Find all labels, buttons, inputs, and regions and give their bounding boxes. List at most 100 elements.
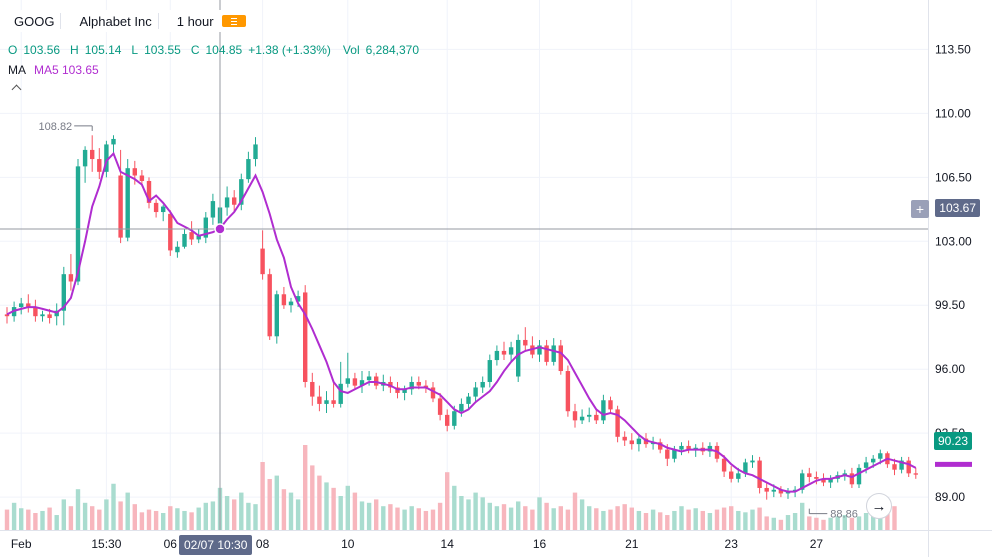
candle-body	[743, 462, 748, 474]
ma5-series-line	[6, 151, 917, 493]
volume-bar	[168, 506, 173, 530]
volume-bar	[452, 485, 457, 530]
ma-legend[interactable]: MA MA5 103.65	[8, 62, 99, 78]
volume-bar	[672, 510, 677, 530]
candle-body	[274, 294, 279, 337]
candle-body	[189, 232, 194, 240]
volume-bar	[516, 501, 521, 530]
volume-bar	[125, 492, 130, 530]
candle-body	[416, 381, 421, 386]
close-value: 104.85	[205, 43, 243, 57]
volume-bar	[288, 492, 294, 530]
volume-bar	[345, 485, 350, 530]
candle-body	[182, 233, 187, 247]
interval-selector[interactable]: 1 hour	[176, 13, 214, 29]
candle-body	[863, 462, 869, 468]
volume-bar	[636, 510, 642, 530]
volume-bar	[572, 492, 578, 530]
plus-icon[interactable]: +	[911, 200, 929, 218]
x-tick-label: 21	[625, 537, 639, 551]
volume-bar	[778, 519, 784, 530]
volume-bar	[374, 499, 379, 530]
volume-bar	[487, 502, 492, 530]
volume-bar	[132, 504, 137, 530]
volume-bar	[622, 504, 627, 530]
open-value: 103.56	[23, 43, 61, 57]
candle-body	[61, 274, 66, 311]
volume-bar	[579, 499, 585, 530]
volume-bar	[111, 483, 116, 530]
volume-bar	[47, 507, 52, 530]
volume-bar	[366, 502, 372, 530]
candle-body	[516, 339, 521, 377]
candle-body	[501, 350, 507, 355]
candle-body	[572, 411, 578, 421]
candle-body	[636, 438, 642, 445]
candle-body	[47, 314, 52, 319]
volume-bar	[161, 513, 166, 530]
candle-body	[551, 345, 556, 362]
volume-bar	[437, 502, 443, 530]
annotations: 108.82 88.86	[39, 121, 858, 521]
volume-bar	[445, 472, 450, 530]
volume-bar	[537, 497, 542, 530]
volume-bar	[203, 502, 208, 530]
volume-bar	[303, 445, 308, 530]
symbol-ticker[interactable]: GOOG	[14, 13, 55, 29]
low-label: L	[131, 43, 139, 57]
candle-body	[430, 387, 436, 399]
close-label: C	[190, 43, 200, 57]
candle-body	[800, 473, 805, 490]
candle-body	[899, 460, 904, 470]
low-annotation-label: 88.86	[830, 509, 858, 521]
volume-bar	[643, 513, 649, 530]
volume-bar	[885, 502, 890, 530]
high-value: 105.14	[84, 43, 122, 57]
y-tick-label: 89.00	[935, 490, 965, 504]
volume-bar	[665, 515, 670, 530]
candle-body	[345, 378, 350, 384]
candle-body	[118, 175, 123, 238]
market-status-icon[interactable]	[221, 15, 246, 27]
x-tick-label: 14	[441, 537, 455, 551]
candle-body	[310, 381, 315, 397]
volume-bar	[33, 513, 38, 530]
volume-bar	[835, 516, 840, 530]
volume-bar	[239, 492, 244, 530]
volume-bar	[196, 507, 201, 530]
candle-body	[409, 381, 414, 390]
candle-body	[721, 458, 727, 472]
symbol-header[interactable]: GOOG Alphabet Inc 1 hour	[8, 10, 254, 32]
volume-value: 6,284,370	[365, 43, 419, 57]
volume-bar	[700, 510, 705, 530]
volume-bar	[501, 504, 507, 530]
volume-bar	[544, 502, 549, 530]
volume-bar	[842, 515, 847, 530]
volume-bar	[430, 509, 436, 530]
volume-bar	[182, 510, 187, 530]
y-tick-label: 110.00	[935, 106, 971, 120]
candle-body	[473, 387, 478, 397]
candle-body	[764, 487, 769, 492]
volume-bar	[828, 517, 833, 530]
candle-body	[153, 202, 159, 213]
candle-body	[139, 175, 145, 181]
volume-bar	[324, 482, 329, 530]
last-price-label: 90.23	[933, 432, 972, 450]
candle-body	[587, 414, 592, 417]
candle-body	[871, 458, 876, 463]
candle-body	[565, 371, 571, 412]
candlesticks	[4, 135, 918, 500]
x-tick-label: 15:30	[91, 537, 121, 551]
y-tick-label: 106.50	[935, 170, 972, 184]
candle-body	[288, 301, 294, 306]
scroll-to-realtime-button[interactable]: →	[866, 493, 892, 519]
volume-bar	[693, 508, 698, 530]
chart-grid	[0, 0, 928, 530]
volume-bar	[11, 502, 17, 530]
volume-bar	[658, 512, 663, 530]
volume-bar	[494, 506, 500, 530]
candle-body	[267, 274, 272, 337]
